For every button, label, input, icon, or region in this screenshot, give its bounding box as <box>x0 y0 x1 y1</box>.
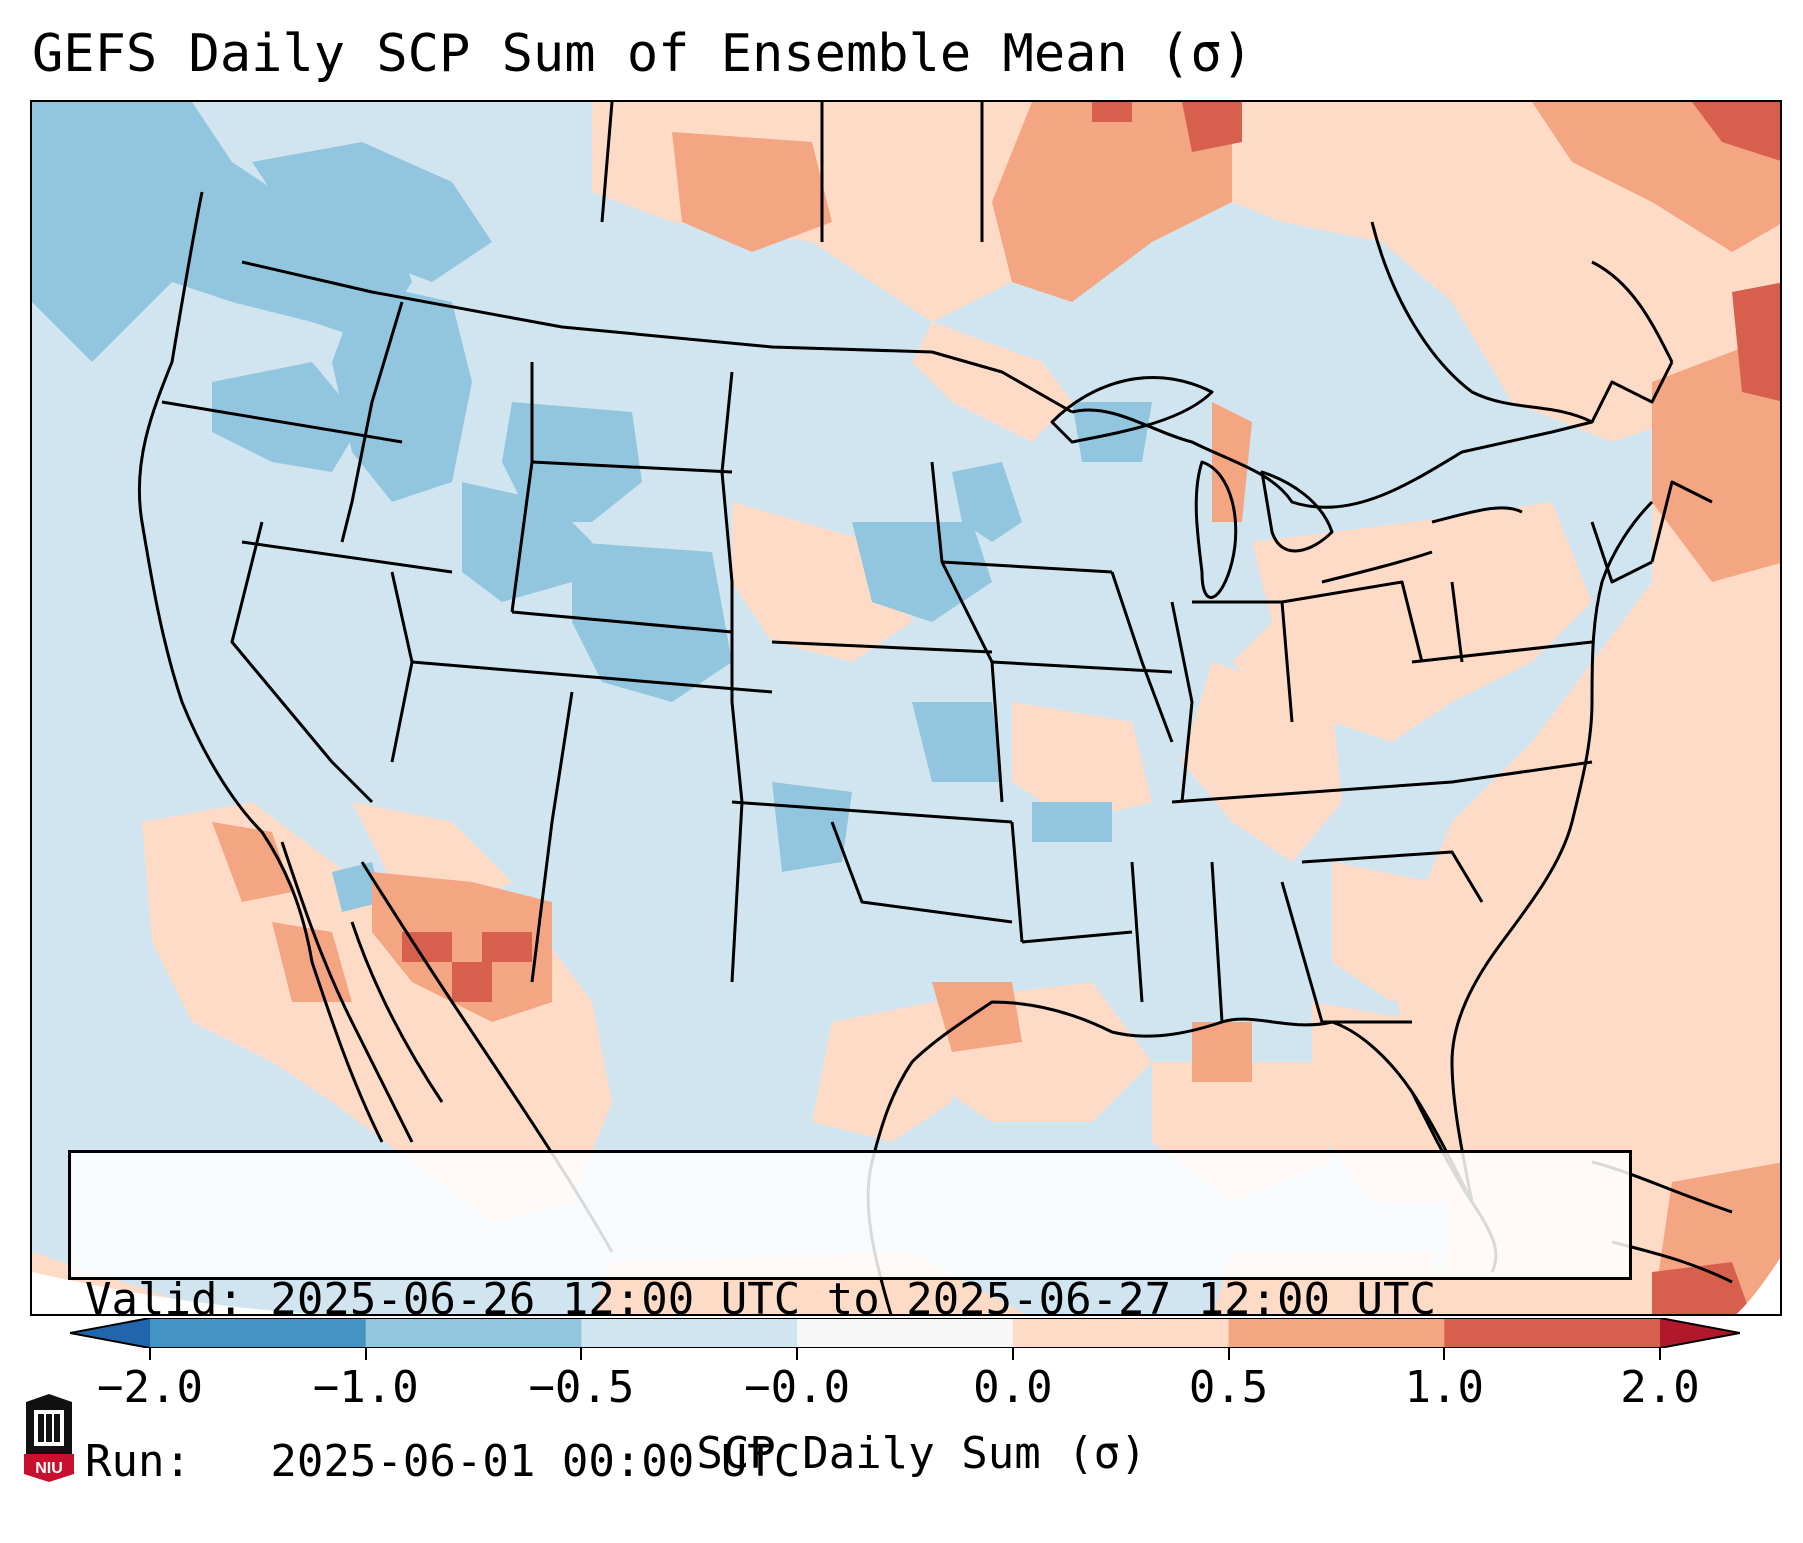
colorbar-tick-mark <box>149 1348 151 1360</box>
geographic-boundaries <box>137 102 1733 1314</box>
valid-time-box: Valid: 2025-06-26 12:00 UTC to 2025-06-2… <box>68 1150 1632 1487</box>
colorbar-tick-label: −2.0 <box>97 1362 203 1413</box>
colorbar-segments <box>150 1318 1661 1348</box>
colorbar-extend-low <box>70 1318 150 1348</box>
colorbar-label-text: SCP Daily Sum (σ) <box>696 1428 1147 1479</box>
outside-domain-corner <box>32 1272 315 1314</box>
colorbar-tick-mark <box>1227 1348 1230 1360</box>
valid-time-text: Valid: 2025-06-26 12:00 UTC to 2025-06-2… <box>85 1274 1437 1325</box>
map-canvas <box>32 102 1780 1314</box>
colorbar-tick-label: 0.5 <box>1188 1362 1269 1413</box>
colorbar <box>70 1318 1740 1348</box>
strong-positive-areas <box>212 102 1780 1314</box>
colorbar-tick-mark <box>1659 1348 1661 1360</box>
page-title: GEFS Daily SCP Sum of Ensemble Mean (σ) <box>32 24 1253 84</box>
colorbar-segment <box>581 1318 798 1348</box>
very-strong-positive-areas <box>402 102 1780 1314</box>
colorbar-segment <box>1444 1318 1661 1348</box>
colorbar-segment <box>797 1318 1014 1348</box>
colorbar-tick-mark <box>580 1348 583 1360</box>
map-panel <box>30 100 1782 1316</box>
colorbar-extend-high <box>1660 1318 1740 1348</box>
colorbar-tick-label: 2.0 <box>1620 1362 1700 1413</box>
colorbar-segment <box>1228 1318 1445 1348</box>
colorbar-tick-label: 1.0 <box>1404 1362 1485 1413</box>
run-time-text: Run: 2025-06-01 00:00 UTC <box>85 1436 801 1487</box>
colorbar-label: SCP Daily Sum (σ) <box>0 1428 1803 1479</box>
colorbar-segment <box>1012 1318 1230 1348</box>
colorbar-tick-mark <box>1011 1348 1014 1360</box>
colorbar-tick-label: −0.5 <box>528 1362 635 1413</box>
colorbar-tick-label: −0.0 <box>744 1362 851 1413</box>
colorbar-tick-label: −1.0 <box>312 1362 419 1413</box>
colorbar-segment <box>365 1318 582 1348</box>
svg-text:NIU: NIU <box>35 1460 63 1477</box>
niu-logo: NIU <box>24 1394 74 1482</box>
colorbar-tick-label: 0.0 <box>973 1362 1053 1413</box>
colorbar-tick-mark <box>1443 1348 1446 1360</box>
colorbar-ticks: −2.0 −1.0 −0.5 −0.0 0.0 0.5 1.0 2.0 <box>0 1348 1803 1422</box>
negative-anomaly-areas <box>32 102 1152 912</box>
colorbar-tick-mark <box>364 1348 367 1360</box>
colorbar-tick-mark <box>796 1348 799 1360</box>
colorbar-segment <box>150 1318 367 1348</box>
